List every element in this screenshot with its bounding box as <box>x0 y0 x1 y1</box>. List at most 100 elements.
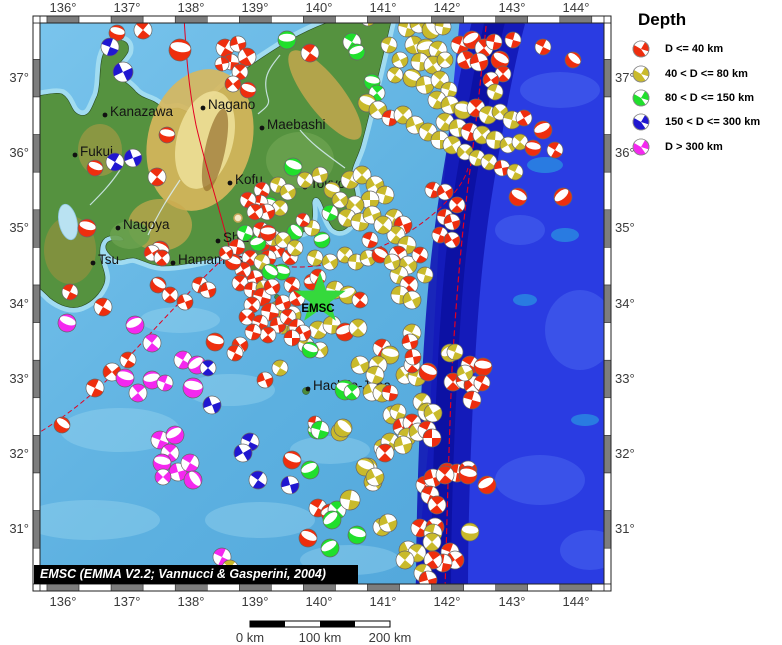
focal-mechanism <box>486 83 504 101</box>
focal-mechanism <box>85 378 105 398</box>
focal-mechanism <box>231 274 249 292</box>
focal-mechanism <box>256 371 274 389</box>
focal-mechanism <box>355 457 375 477</box>
focal-mechanism <box>105 152 125 172</box>
city-dot <box>227 180 233 186</box>
focal-mechanism <box>515 109 533 127</box>
legend-item: 80 < D <= 150 km <box>632 86 782 110</box>
focal-mechanism <box>147 167 167 187</box>
focal-mechanism <box>490 50 510 70</box>
lon-label-top: 140° <box>306 0 333 15</box>
focal-mechanism <box>430 130 450 150</box>
focal-mechanism <box>361 231 379 249</box>
focal-mechanism <box>313 231 331 249</box>
focal-mechanism <box>308 320 328 340</box>
star-label: EMSC <box>301 303 334 315</box>
focal-mechanism <box>306 249 324 267</box>
lon-label-bottom: 144° <box>563 594 590 609</box>
city-label: Fukui <box>80 144 113 159</box>
focal-mechanism <box>258 203 276 221</box>
focal-mechanism <box>125 315 145 335</box>
focal-mechanism <box>259 326 277 344</box>
lon-label-top: 139° <box>242 0 269 15</box>
lat-label-right: 36° <box>615 145 635 160</box>
lat-label-right: 32° <box>615 446 635 461</box>
focal-mechanism <box>435 465 455 485</box>
focal-mechanism <box>440 81 458 99</box>
focal-mechanism <box>296 171 314 189</box>
lat-label-left: 34° <box>9 296 29 311</box>
focal-mechanism <box>93 297 113 317</box>
city-dot <box>170 260 176 266</box>
focal-mechanism <box>378 513 398 533</box>
focal-mechanism <box>173 350 193 370</box>
focal-mechanism <box>431 226 449 244</box>
focal-mechanism <box>283 329 301 347</box>
focal-mechanism <box>422 532 442 552</box>
focal-mechanism <box>182 377 204 399</box>
lat-label-left: 32° <box>9 446 29 461</box>
focal-mechanism <box>300 43 320 63</box>
focal-mechanism <box>249 234 267 252</box>
focal-mechanism <box>418 570 438 584</box>
focal-mechanism <box>115 368 135 388</box>
focal-mechanism <box>260 302 280 322</box>
focal-mechanism <box>350 355 370 375</box>
focal-mechanism <box>348 318 368 338</box>
city-label: Maebashi <box>267 117 326 132</box>
lat-label-left: 36° <box>9 145 29 160</box>
focal-mechanism <box>205 332 225 352</box>
focal-mechanism <box>380 36 398 54</box>
focal-mechanism <box>351 291 369 309</box>
focal-mechanism <box>156 374 174 392</box>
focal-mechanism <box>53 416 71 434</box>
focal-mechanism <box>239 81 257 99</box>
focal-mechanism <box>142 370 162 390</box>
lon-label-top: 142° <box>434 0 461 15</box>
focal-mechanism <box>469 52 489 72</box>
focal-mechanism <box>158 126 176 144</box>
focal-mechanism <box>202 395 222 415</box>
lat-label-right: 31° <box>615 521 635 536</box>
focal-mechanism <box>460 522 480 542</box>
focal-mechanism <box>393 435 413 455</box>
focal-mechanism <box>448 196 466 214</box>
focal-mechanism <box>168 38 192 62</box>
city-dot <box>215 238 221 244</box>
focal-mechanism <box>386 66 404 84</box>
focal-mechanism <box>506 163 524 181</box>
focal-mechanism <box>279 183 297 201</box>
focal-mechanism <box>365 467 385 487</box>
focal-mechanism <box>347 525 367 545</box>
legend-item: 40 < D <= 80 km <box>632 61 782 85</box>
focal-mechanism <box>485 130 505 150</box>
focal-mechanism <box>323 181 341 199</box>
focal-mechanism <box>375 443 395 463</box>
city-dot <box>72 152 78 158</box>
city-label: Nagano <box>208 97 255 112</box>
lon-label-bottom: 137° <box>114 594 141 609</box>
lat-label-right: 35° <box>615 220 635 235</box>
focal-mechanism <box>119 351 137 369</box>
focal-mechanism <box>553 187 573 207</box>
lat-label-left: 37° <box>9 70 29 85</box>
plate-boundary-trench <box>444 23 487 584</box>
city-dot <box>102 112 108 118</box>
focal-mechanism <box>371 246 389 264</box>
focal-mechanism <box>321 253 339 271</box>
focal-mechanism <box>423 403 443 423</box>
focal-mechanism <box>348 43 366 61</box>
focal-mechanism <box>339 489 361 511</box>
lon-label-top: 144° <box>563 0 590 15</box>
focal-mechanism <box>283 276 301 294</box>
focal-mechanism <box>311 166 329 184</box>
focal-mechanism <box>180 453 200 473</box>
focal-mechanism <box>77 218 97 238</box>
focal-mechanism <box>456 364 474 382</box>
focal-mechanism <box>310 420 330 440</box>
focal-mechanism <box>436 183 454 201</box>
lat-label-left: 33° <box>9 371 29 386</box>
emsc-epicenter-star: EMSC <box>294 272 346 321</box>
focal-mechanism <box>300 460 320 480</box>
star-icon <box>294 272 346 321</box>
